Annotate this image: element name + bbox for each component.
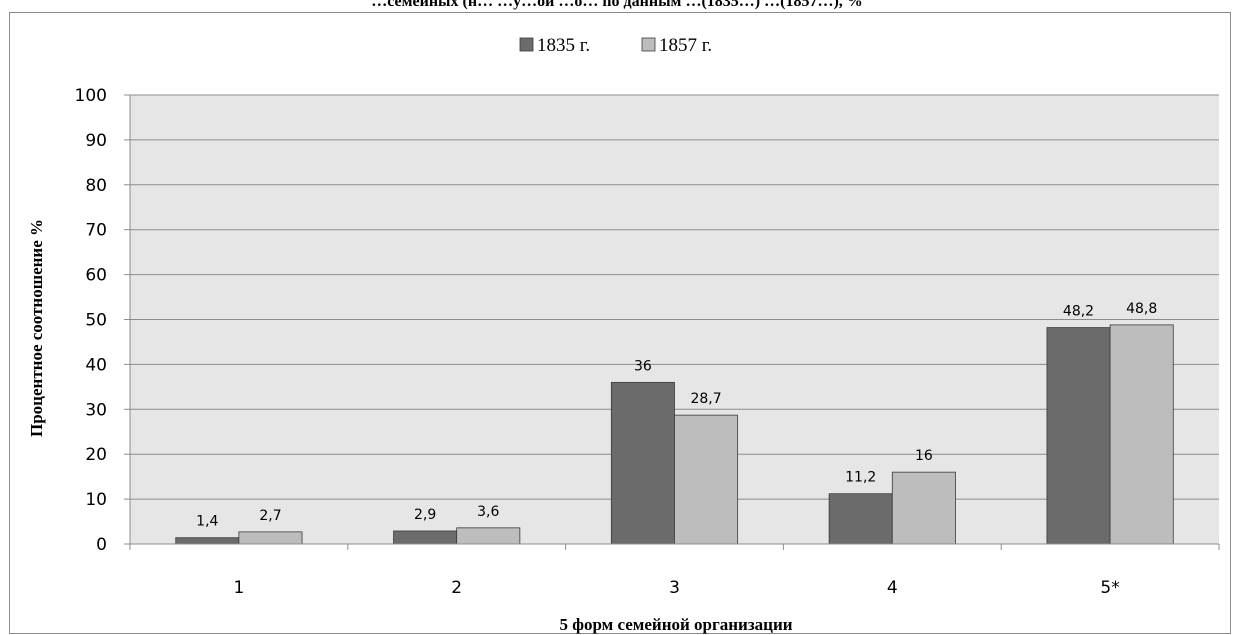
y-tick-label: 70 <box>85 221 107 241</box>
bar-1857 г.-3 <box>674 414 739 545</box>
y-tick-label: 100 <box>75 86 107 106</box>
bar-1857 г.-4 <box>891 471 956 545</box>
x-axis-title: 5 форм семейной организации <box>559 615 792 634</box>
data-label: 28,7 <box>690 391 721 407</box>
bar-1857 г.-5* <box>1109 324 1174 545</box>
y-axis-title: Процентное соотношение % <box>27 219 46 437</box>
bar-1857 г.-1 <box>238 531 303 545</box>
x-tick-label: 1 <box>233 578 244 598</box>
x-tick-label: 4 <box>887 578 898 598</box>
data-label: 16 <box>915 448 933 464</box>
data-label: 1,4 <box>196 514 218 530</box>
legend-label: 1835 г. <box>537 35 590 56</box>
data-label: 3,6 <box>477 504 499 520</box>
legend-label: 1857 г. <box>659 35 712 56</box>
y-tick-label: 60 <box>85 266 107 286</box>
bar-1835 г.-3 <box>610 381 675 545</box>
legend-swatch <box>519 37 534 52</box>
bar-1835 г.-2 <box>393 530 458 545</box>
bars <box>175 324 1174 545</box>
legend-swatch <box>641 37 656 52</box>
data-label: 11,2 <box>845 470 876 486</box>
bar-1835 г.-1 <box>175 537 240 545</box>
legend: 1835 г. 1857 г. <box>519 35 712 56</box>
y-tick-label: 90 <box>85 131 107 151</box>
data-label: 36 <box>634 358 652 374</box>
bar-1857 г.-2 <box>456 527 521 545</box>
data-labels: 1,4 2,9 36 11,2 48,2 2,7 3,6 28,7 16 48,8 <box>196 301 1157 530</box>
data-label: 48,8 <box>1126 301 1157 317</box>
y-tick-label: 10 <box>85 490 107 510</box>
y-tick-label: 30 <box>85 400 107 420</box>
y-tick-label: 50 <box>85 311 107 331</box>
data-label: 2,7 <box>259 508 281 524</box>
y-tick-label: 20 <box>85 445 107 465</box>
chart-title: …семейных (н… …у…ой …о… по данным …(1835… <box>371 0 863 10</box>
data-label: 48,2 <box>1063 304 1094 320</box>
y-tick-label: 0 <box>96 535 107 555</box>
y-tick-label: 80 <box>85 176 107 196</box>
bar-1835 г.-4 <box>828 493 893 545</box>
x-tick-label: 5* <box>1100 578 1119 598</box>
data-label: 2,9 <box>414 507 436 523</box>
y-axis-ticks: 0 10 20 30 40 50 60 70 80 90 100 <box>75 86 107 555</box>
x-tick-label: 2 <box>451 578 462 598</box>
bar-1835 г.-5* <box>1046 327 1111 545</box>
x-axis: 1 2 3 4 5* <box>129 95 1220 598</box>
x-tick-label: 3 <box>669 578 680 598</box>
y-tick-label: 40 <box>85 355 107 375</box>
